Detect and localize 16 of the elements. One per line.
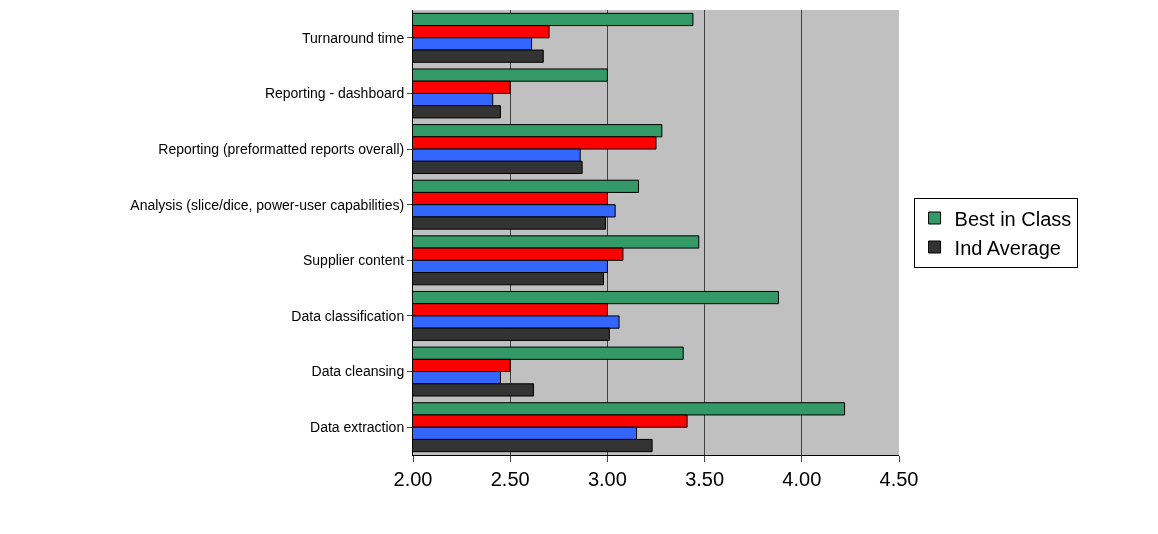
- y-tick-label: Data extraction: [310, 419, 405, 436]
- y-tick-label: Data classification: [291, 307, 405, 324]
- x-tick-label: 3.00: [587, 468, 627, 490]
- y-tick-label: Supplier content: [303, 252, 405, 269]
- y-tick-label: Turnaround time: [302, 29, 405, 46]
- x-tick-label: 4.50: [879, 468, 919, 490]
- x-tick-label: 2.00: [393, 468, 433, 490]
- y-tick-label: Analysis (slice/dice, power-user capabilities): [130, 196, 405, 213]
- x-tick-label: 4.00: [782, 468, 822, 490]
- y-tick-label: Reporting - dashboard: [264, 85, 405, 102]
- legend-label: Ind Average: [954, 236, 1061, 259]
- y-tick-label: Reporting (preformatted reports overall): [158, 140, 405, 157]
- legend-label: Best in Class: [954, 207, 1072, 230]
- x-tick-label: 2.50: [490, 468, 530, 490]
- y-tick-label: Data cleansing: [311, 363, 405, 380]
- x-tick-label: 3.50: [685, 468, 725, 490]
